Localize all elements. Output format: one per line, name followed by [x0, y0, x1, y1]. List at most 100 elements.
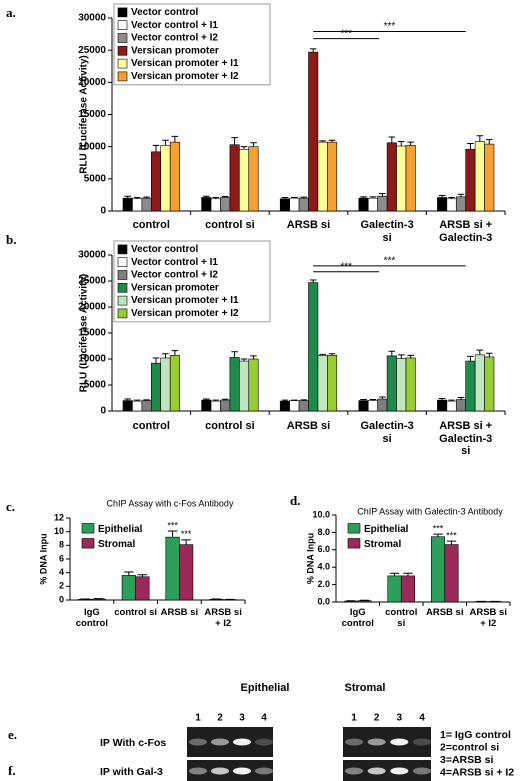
bar — [132, 198, 143, 212]
bar — [210, 198, 221, 212]
error-bar — [369, 196, 377, 199]
gel-band — [390, 767, 409, 775]
error-bar — [143, 196, 150, 199]
gel-band — [233, 767, 251, 775]
legend-label: Stromal — [364, 539, 401, 550]
error-bar — [389, 572, 400, 576]
y-tick-label: 10000 — [78, 354, 106, 365]
bar — [279, 198, 290, 212]
error-bar — [281, 196, 289, 199]
y-tick-label: 20000 — [78, 77, 106, 88]
chart-title: ChIP Assay with c-Fos Antibody — [107, 498, 234, 508]
error-bar — [181, 539, 191, 545]
gel-row-label: IP with Gal-3 — [100, 766, 163, 778]
bar — [165, 536, 180, 601]
error-bar — [485, 352, 493, 357]
gel-row-label: IP With c-Fos — [100, 737, 166, 749]
bar — [357, 600, 372, 603]
error-bar — [124, 571, 134, 576]
error-bar — [133, 196, 141, 199]
gel-band — [413, 738, 431, 746]
legend-label: Epithelial — [364, 524, 409, 535]
error-bar — [231, 137, 238, 145]
legend-swatch — [117, 20, 128, 31]
lane-number: 3 — [397, 713, 403, 724]
y-tick-label: 0 — [59, 594, 64, 604]
y-tick-label: 6 — [59, 553, 64, 563]
y-tick-label: 25000 — [78, 276, 106, 287]
bar — [317, 355, 328, 412]
x-tick-label: ARSB si + I2 — [204, 607, 242, 629]
legend-swatch — [117, 33, 128, 43]
x-tick-label: ARSB si + Galectin-3 si — [439, 420, 493, 458]
bar — [229, 144, 240, 212]
bar — [289, 400, 300, 412]
error-bar — [291, 196, 298, 199]
error-bar — [221, 398, 229, 401]
gel-band — [367, 767, 386, 775]
x-tick-label: IgG control — [75, 607, 108, 629]
legend-label: Vector control — [131, 244, 198, 255]
legend-label: Vector control + I1 — [131, 257, 218, 268]
gel-column-label: Epithelial — [241, 682, 290, 694]
legend-swatch — [117, 244, 128, 255]
gel-band — [413, 767, 431, 775]
gel-band — [255, 738, 273, 746]
bar — [308, 282, 319, 412]
x-tick-label: ARSB si — [286, 219, 331, 231]
gel-image — [187, 760, 273, 781]
bar — [396, 358, 407, 412]
bar — [239, 148, 250, 212]
legend-label: Versican promoter + I1 — [131, 58, 239, 69]
bar — [151, 151, 162, 212]
bar — [279, 400, 290, 412]
error-bar — [300, 196, 308, 199]
error-bar — [360, 196, 367, 199]
bar — [465, 148, 476, 212]
bar — [160, 145, 171, 212]
legend-label: Versican promoter + I2 — [131, 71, 239, 82]
bar — [317, 141, 328, 212]
error-bar — [388, 350, 396, 356]
error-bar — [162, 353, 169, 358]
lane-number: 2 — [217, 713, 223, 724]
gel-band — [390, 738, 409, 746]
y-tick-label: 10 — [54, 526, 64, 536]
significance-label: *** — [384, 21, 396, 32]
panel-label: a. — [6, 5, 16, 20]
bar — [141, 400, 152, 412]
bar — [220, 197, 231, 212]
y-tick-label: 5000 — [84, 173, 107, 184]
lane-number: 2 — [374, 713, 380, 724]
bar — [220, 399, 231, 412]
bar — [135, 576, 150, 601]
x-tick-label: Galectin-3 si — [360, 420, 414, 445]
bar — [400, 575, 416, 603]
legend-label: Vector control + I1 — [131, 20, 218, 31]
bar — [298, 400, 309, 412]
bar — [327, 141, 338, 212]
error-bar — [319, 140, 326, 143]
error-bar — [171, 135, 179, 143]
y-tick-label: 4 — [59, 567, 64, 577]
gel-column-label: Stromal — [345, 682, 386, 694]
x-tick-label: control — [132, 219, 170, 231]
x-tick-label: control — [132, 420, 170, 432]
x-tick-label: Galectin-3 si — [360, 219, 414, 244]
error-bar — [167, 530, 178, 538]
legend-swatch — [117, 270, 128, 280]
bar — [446, 198, 457, 212]
legend-swatch — [117, 308, 128, 319]
y-tick-label: 6.0 — [317, 544, 330, 554]
error-bar — [457, 193, 465, 197]
bar — [455, 399, 467, 412]
error-bar — [240, 358, 248, 362]
gel-band — [345, 767, 363, 775]
gel-band — [345, 738, 363, 746]
significance-label: *** — [340, 28, 352, 39]
error-bar — [397, 354, 405, 359]
gel-band — [189, 738, 207, 746]
bar — [437, 399, 448, 412]
error-bar — [212, 196, 220, 199]
